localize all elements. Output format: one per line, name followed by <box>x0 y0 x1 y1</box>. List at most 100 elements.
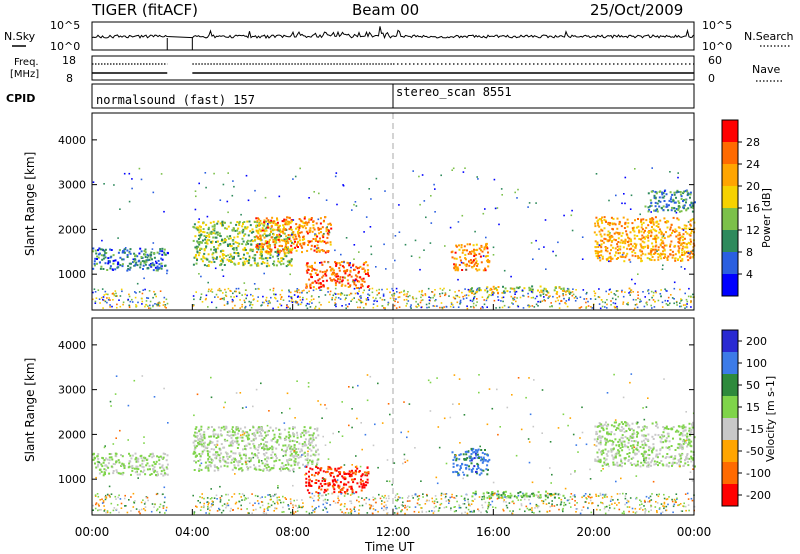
echo-pixel <box>684 434 687 437</box>
near-range-pixel <box>368 289 370 291</box>
echo-pixel <box>678 231 681 234</box>
near-range-pixel <box>432 296 434 299</box>
scatter-pixel <box>375 266 377 268</box>
echo-pixel <box>207 426 210 429</box>
echo-pixel <box>317 279 320 282</box>
echo-pixel <box>596 257 599 260</box>
echo-pixel <box>228 434 231 437</box>
echo-pixel <box>619 440 622 443</box>
near-range-pixel <box>600 299 603 301</box>
near-range-pixel <box>576 297 578 300</box>
echo-pixel <box>98 472 101 475</box>
echo-pixel <box>324 216 327 218</box>
echo-pixel <box>641 237 644 240</box>
echo-pixel <box>298 226 301 229</box>
near-range-pixel <box>216 510 219 512</box>
echo-pixel <box>600 423 603 426</box>
near-range-pixel <box>230 295 232 298</box>
echo-pixel <box>253 437 256 440</box>
echo-pixel <box>665 455 668 458</box>
echo-pixel <box>165 466 168 469</box>
echo-pixel <box>362 482 365 485</box>
echo-pixel <box>197 221 200 224</box>
echo-pixel <box>250 440 253 442</box>
echo-pixel <box>265 250 268 253</box>
echo-pixel <box>665 446 668 449</box>
echo-pixel <box>671 250 674 253</box>
echo-pixel <box>604 448 607 451</box>
near-range-pixel <box>301 291 303 294</box>
echo-pixel <box>504 287 507 290</box>
near-range-pixel <box>299 296 301 298</box>
near-range-pixel <box>448 295 450 297</box>
echo-pixel <box>329 269 332 272</box>
echo-pixel <box>271 448 274 451</box>
echo-pixel <box>644 443 647 446</box>
echo-pixel <box>652 248 655 251</box>
echo-pixel <box>666 259 669 261</box>
echo-pixel <box>657 258 660 261</box>
echo-pixel <box>256 220 259 223</box>
colorbar-swatch <box>722 208 738 230</box>
echo-pixel <box>599 441 602 444</box>
echo-pixel <box>681 228 684 230</box>
echo-pixel <box>657 226 660 228</box>
near-range-pixel <box>629 291 631 293</box>
echo-pixel <box>685 224 688 227</box>
y-tick-label: 3000 <box>58 179 86 192</box>
near-range-pixel <box>466 307 469 310</box>
near-range-pixel <box>651 307 653 309</box>
near-range-pixel <box>312 509 314 512</box>
echo-pixel <box>268 238 271 241</box>
near-range-pixel <box>680 305 683 308</box>
near-range-pixel <box>661 301 664 304</box>
echo-pixel <box>619 251 621 254</box>
echo-pixel <box>341 279 344 282</box>
echo-pixel <box>310 244 313 247</box>
echo-pixel <box>263 222 266 225</box>
near-range-pixel <box>291 298 293 300</box>
echo-pixel <box>666 432 669 435</box>
near-range-pixel <box>585 307 587 309</box>
near-range-pixel <box>272 287 275 290</box>
echo-pixel <box>288 434 291 436</box>
echo-pixel <box>617 449 620 452</box>
echo-pixel <box>149 256 152 259</box>
near-range-pixel <box>516 297 518 299</box>
echo-pixel <box>120 454 122 456</box>
echo-pixel <box>622 255 625 258</box>
near-range-pixel <box>345 297 347 299</box>
echo-pixel <box>641 250 643 253</box>
echo-pixel <box>289 454 292 457</box>
scatter-pixel <box>449 226 452 229</box>
echo-pixel <box>481 469 484 472</box>
echo-pixel <box>212 252 215 255</box>
near-range-pixel <box>104 300 107 303</box>
echo-pixel <box>162 452 165 455</box>
noise-right-label: N.Search <box>744 30 794 43</box>
echo-pixel <box>260 438 263 441</box>
near-range-pixel <box>103 299 105 302</box>
echo-pixel <box>341 475 344 478</box>
echo-pixel <box>263 232 266 235</box>
echo-pixel <box>219 429 222 432</box>
near-range-pixel <box>598 303 601 305</box>
echo-pixel <box>645 219 648 222</box>
echo-pixel <box>304 438 307 441</box>
echo-pixel <box>352 279 355 282</box>
near-range-pixel <box>99 302 101 304</box>
near-range-pixel <box>528 306 530 308</box>
echo-pixel <box>618 248 621 251</box>
echo-pixel <box>297 229 300 231</box>
near-range-pixel <box>473 293 475 295</box>
scatter-pixel <box>351 280 354 283</box>
echo-pixel <box>621 440 624 443</box>
near-range-pixel <box>590 298 592 300</box>
echo-pixel <box>144 263 147 266</box>
echo-pixel <box>595 216 598 219</box>
scatter-pixel <box>677 176 679 179</box>
echo-pixel <box>679 193 682 196</box>
echo-pixel <box>338 491 340 494</box>
echo-pixel <box>277 250 280 253</box>
echo-pixel <box>605 247 607 250</box>
